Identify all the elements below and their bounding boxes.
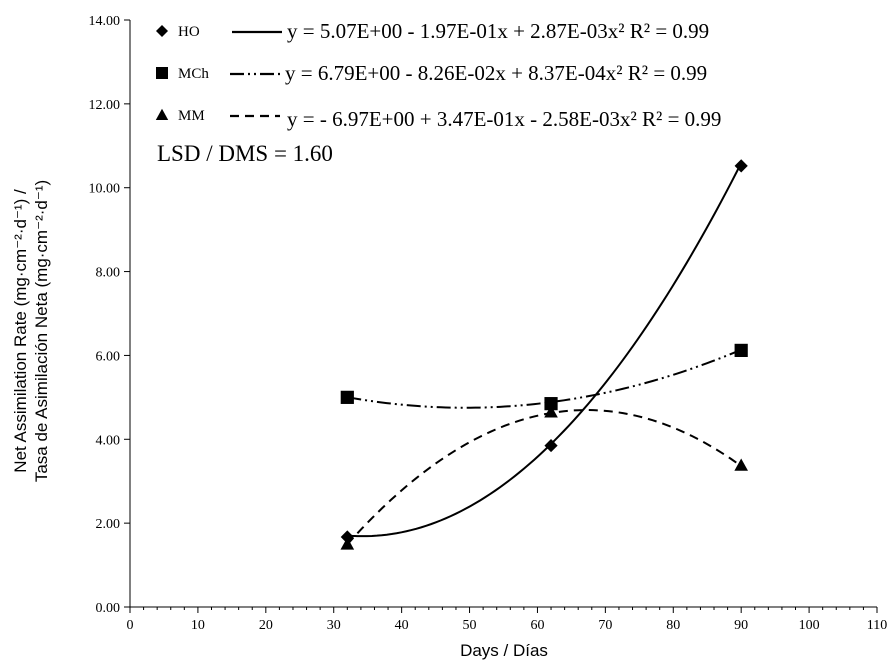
legend-marker-mm bbox=[155, 108, 169, 120]
y-axis-title-line2: Tasa de Asimilación Neta (mg·cm⁻²·d⁻¹) bbox=[32, 180, 51, 482]
legend-marker-mch bbox=[156, 67, 168, 79]
data-point-ho bbox=[340, 530, 354, 544]
y-tick-label: 12.00 bbox=[89, 98, 121, 113]
x-tick-label: 40 bbox=[395, 618, 409, 633]
x-tick-label: 100 bbox=[799, 618, 820, 633]
data-point-mm bbox=[734, 458, 749, 471]
y-axis-title-line1: Net Assimilation Rate (mg·cm⁻²·d⁻¹) / bbox=[11, 189, 30, 473]
legend-marker-ho bbox=[156, 25, 168, 37]
y-tick-label: 14.00 bbox=[89, 14, 121, 29]
legend: HO y = 5.07E+00 - 1.97E-01x + 2.87E-03x² … bbox=[155, 19, 721, 131]
x-tick-label: 10 bbox=[191, 618, 205, 633]
data-point-mch bbox=[340, 390, 354, 404]
data-point-ho bbox=[544, 438, 558, 453]
lsd-annotation: LSD / DMS = 1.60 bbox=[157, 141, 333, 166]
x-tick-label: 90 bbox=[734, 618, 748, 633]
x-axis-title: Days / Días bbox=[460, 641, 548, 660]
trend-line-mch bbox=[347, 348, 742, 409]
trend-line-mm bbox=[346, 409, 742, 546]
x-tick-label: 70 bbox=[598, 618, 612, 633]
y-tick-label: 10.00 bbox=[89, 182, 121, 197]
y-tick-label: 6.00 bbox=[96, 349, 121, 364]
data-point-mm bbox=[544, 405, 558, 418]
x-tick-label: 20 bbox=[259, 618, 273, 633]
y-tick-label: 0.00 bbox=[96, 601, 121, 616]
data-point-mm bbox=[340, 537, 355, 550]
legend-equation: y = - 6.97E+00 + 3.47E-01x - 2.58E-03x² … bbox=[287, 107, 721, 131]
legend-equation: y = 5.07E+00 - 1.97E-01x + 2.87E-03x² R²… bbox=[287, 19, 709, 43]
trend-lines bbox=[346, 162, 743, 546]
data-point-mch bbox=[734, 343, 748, 357]
axes: 0 10 20 30 40 50 60 70 80 90 100 110 0.00 2.00 4.00 6.0… bbox=[89, 14, 888, 633]
data-points bbox=[340, 159, 749, 550]
x-tick-label: 0 bbox=[127, 618, 134, 633]
y-tick-label: 8.00 bbox=[96, 266, 121, 281]
legend-equation: y = 6.79E+00 - 8.26E-02x + 8.37E-04x² R²… bbox=[285, 61, 707, 85]
legend-label: MM bbox=[178, 108, 205, 124]
y-tick-label: 4.00 bbox=[96, 433, 121, 448]
data-point-mch bbox=[544, 397, 558, 411]
x-tick-label: 80 bbox=[666, 618, 680, 633]
x-tick-label: 110 bbox=[867, 618, 887, 633]
trend-line-ho bbox=[347, 162, 743, 538]
x-tick-label: 30 bbox=[327, 618, 341, 633]
data-point-ho bbox=[734, 159, 748, 173]
legend-label: HO bbox=[178, 24, 200, 40]
x-tick-label: 60 bbox=[530, 618, 544, 633]
y-tick-label: 2.00 bbox=[96, 517, 121, 532]
legend-label: MCh bbox=[178, 66, 209, 82]
x-tick-label: 50 bbox=[463, 618, 477, 633]
